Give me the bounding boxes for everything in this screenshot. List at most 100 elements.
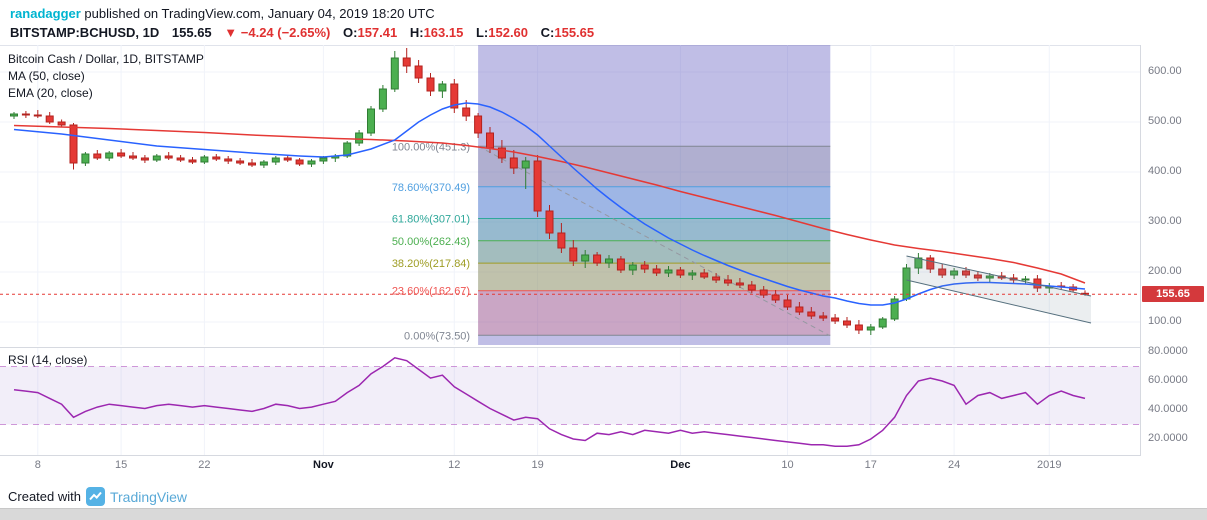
candle-body bbox=[771, 294, 780, 301]
candle-body bbox=[45, 115, 54, 123]
price-pane[interactable]: 100.00%(451.3) 78.60%(370.49) 61.80%(307.0… bbox=[0, 45, 1140, 345]
time-axis-label: Nov bbox=[313, 459, 334, 471]
fib-band bbox=[478, 240, 831, 264]
open-label: O: bbox=[343, 25, 358, 40]
high-label: H: bbox=[409, 25, 424, 40]
close-value: 155.65 bbox=[554, 25, 595, 40]
candle-body bbox=[890, 298, 899, 320]
time-axis-separator bbox=[0, 455, 1207, 456]
candle-body bbox=[402, 57, 411, 67]
rsi-legend[interactable]: RSI (14, close) bbox=[8, 353, 88, 367]
pane-separator[interactable] bbox=[0, 347, 1207, 348]
price-axis-label: 200.00 bbox=[1148, 265, 1182, 277]
high-field: H:163.15 bbox=[410, 25, 463, 40]
candle-body bbox=[735, 282, 744, 286]
candle-body bbox=[236, 160, 245, 164]
symbol-info-bar: BITSTAMP:BCHUSD, 1D 155.65 ▼ −4.24 (−2.6… bbox=[0, 25, 1207, 45]
candle-body bbox=[69, 124, 78, 164]
fib-band bbox=[478, 146, 831, 187]
candle-body bbox=[581, 254, 590, 262]
candle-body bbox=[319, 157, 328, 162]
symbol-name[interactable]: BITSTAMP:BCHUSD, 1D bbox=[10, 25, 160, 40]
candle-body bbox=[545, 210, 554, 234]
time-axis-label: 22 bbox=[198, 459, 211, 471]
candle-body bbox=[307, 160, 316, 165]
candle-body bbox=[81, 153, 90, 164]
candle-body bbox=[21, 113, 30, 116]
fib-label: 50.00%(262.43) bbox=[392, 236, 470, 248]
price-axis[interactable]: 600.00 500.00 400.00 300.00 200.00 100.00 80.0… bbox=[1140, 45, 1207, 456]
ema20-line bbox=[13, 102, 1086, 306]
fib-label: 78.60%(370.49) bbox=[392, 182, 470, 194]
candle-body bbox=[747, 284, 756, 291]
candle-body bbox=[795, 306, 804, 313]
candle-body bbox=[176, 157, 185, 161]
fib-band bbox=[478, 263, 831, 291]
candle-body bbox=[950, 270, 959, 276]
bottom-scrollbar[interactable] bbox=[0, 508, 1207, 520]
ma-legend[interactable]: MA (50, close) bbox=[8, 69, 85, 83]
rsi-chart-svg[interactable] bbox=[0, 348, 1140, 455]
rsi-band bbox=[0, 366, 1140, 425]
wedge-fill bbox=[906, 256, 1091, 323]
low-value: 152.60 bbox=[488, 25, 529, 40]
candle-body bbox=[664, 269, 673, 274]
high-value: 163.15 bbox=[423, 25, 464, 40]
candle-body bbox=[355, 132, 364, 144]
candle-body bbox=[57, 121, 66, 126]
candle-body bbox=[843, 320, 851, 326]
chart-title[interactable]: Bitcoin Cash / Dollar, 1D, BITSTAMP bbox=[8, 52, 204, 66]
fib-label: 38.20%(217.84) bbox=[392, 258, 470, 270]
low-field: L:152.60 bbox=[476, 25, 528, 40]
candle-body bbox=[164, 155, 173, 159]
candle-body bbox=[378, 88, 387, 110]
tradingview-brand[interactable]: TradingView bbox=[109, 488, 188, 505]
last-price: 155.65 bbox=[171, 25, 212, 40]
candle-body bbox=[474, 115, 483, 134]
candle-body bbox=[212, 156, 221, 160]
candle-body bbox=[33, 114, 42, 117]
author-name[interactable]: ranadagger bbox=[10, 6, 81, 21]
candle-body bbox=[831, 317, 840, 322]
candle-body bbox=[973, 274, 982, 279]
candle-body bbox=[557, 232, 566, 249]
last-price-badge: 155.65 bbox=[1142, 286, 1204, 303]
candle-body bbox=[807, 311, 816, 317]
price-chart-svg[interactable]: 100.00%(451.3)78.60%(370.49)61.80%(307.0… bbox=[0, 45, 1140, 345]
footer: Created with TradingView bbox=[8, 487, 187, 506]
created-with-text: Created with bbox=[8, 489, 81, 504]
candle-body bbox=[414, 65, 423, 79]
rsi-pane[interactable]: RSI (14, close) bbox=[0, 348, 1140, 455]
rsi-line bbox=[13, 356, 1086, 448]
wedge-line bbox=[906, 279, 1092, 324]
candle-body bbox=[140, 157, 149, 161]
candle-body bbox=[10, 113, 18, 117]
candle-body bbox=[819, 315, 828, 319]
close-field: C:155.65 bbox=[541, 25, 594, 40]
rsi-axis-label: 60.0000 bbox=[1148, 374, 1188, 386]
ema-legend[interactable]: EMA (20, close) bbox=[8, 86, 93, 100]
wedge-line bbox=[906, 255, 1092, 297]
candle-body bbox=[866, 326, 875, 331]
candle-body bbox=[283, 157, 292, 161]
candle-body bbox=[438, 83, 447, 92]
candle-body bbox=[152, 155, 161, 161]
candle-body bbox=[652, 268, 661, 274]
candle-body bbox=[426, 77, 435, 92]
price-axis-label: 500.00 bbox=[1148, 115, 1182, 127]
candle-body bbox=[1021, 278, 1030, 281]
time-axis[interactable]: 8 15 22 Nov 12 19 Dec 10 17 24 2019 bbox=[0, 456, 1140, 477]
time-axis-label: 8 bbox=[34, 459, 41, 471]
candle-body bbox=[616, 258, 625, 271]
candle-body bbox=[605, 258, 613, 264]
time-axis-label: 24 bbox=[947, 459, 961, 471]
tradingview-logo-icon[interactable] bbox=[85, 487, 105, 506]
fib-label: 61.80%(307.01) bbox=[392, 214, 470, 226]
price-change: ▼ −4.24 (−2.65%) bbox=[224, 25, 331, 40]
candle-body bbox=[295, 159, 304, 165]
candle-body bbox=[700, 272, 709, 278]
candle-body bbox=[188, 159, 197, 163]
price-axis-label: 400.00 bbox=[1148, 165, 1182, 177]
price-axis-label: 600.00 bbox=[1148, 65, 1182, 77]
